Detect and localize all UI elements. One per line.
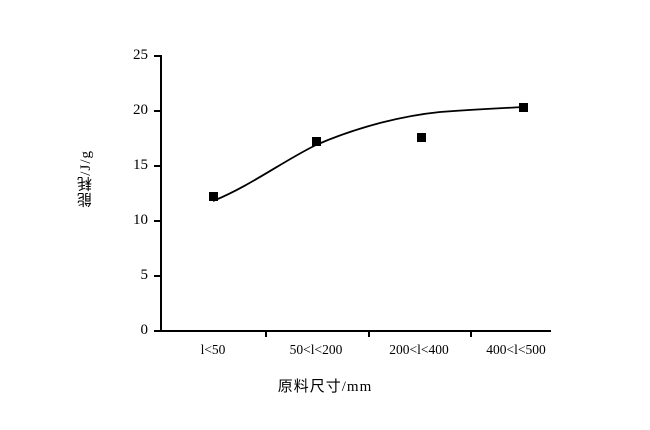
data-point-4 <box>519 103 528 112</box>
x-tick-3 <box>470 331 472 337</box>
data-point-2 <box>312 137 321 146</box>
y-tick-label-25-wrap: 25 <box>112 48 148 63</box>
y-tick-20 <box>154 110 160 112</box>
y-tick-10 <box>154 220 160 222</box>
y-tick-25 <box>154 55 160 57</box>
x-tick-label-3: 200<l<400 <box>389 342 449 357</box>
y-tick-label-5: 5 <box>140 267 149 283</box>
y-tick-label-10: 10 <box>133 212 148 228</box>
y-tick-15 <box>154 165 160 167</box>
y-tick-label-20-wrap: 20 <box>112 103 148 118</box>
y-tick-label-15: 15 <box>133 157 148 173</box>
y-tick-5 <box>154 275 160 277</box>
x-tick-label-4: 400<l<500 <box>486 342 546 357</box>
x-axis-line <box>160 330 551 332</box>
y-tick-label-15-wrap: 15 <box>112 158 148 173</box>
x-tick-1 <box>265 331 267 337</box>
y-tick-label-0: 0 <box>140 322 149 338</box>
y-tick-label-5-wrap: 5 <box>112 267 149 283</box>
x-tick-label-1: l<50 <box>200 342 226 357</box>
data-point-3 <box>417 133 426 142</box>
x-tick-2 <box>368 331 370 337</box>
y-axis-title: 能耗/J/g <box>78 150 94 208</box>
y-axis-line <box>160 55 162 331</box>
x-axis-title: 原料尺寸/mm <box>277 379 373 395</box>
y-tick-label-20: 20 <box>133 102 148 118</box>
x-tick-label-2: 50<l<200 <box>289 342 343 357</box>
y-tick-label-0-wrap: 0 <box>112 322 149 338</box>
y-tick-0 <box>154 330 160 332</box>
y-tick-label-25: 25 <box>133 47 148 63</box>
y-tick-label-10-wrap: 10 <box>112 213 148 228</box>
data-point-1 <box>209 192 218 201</box>
